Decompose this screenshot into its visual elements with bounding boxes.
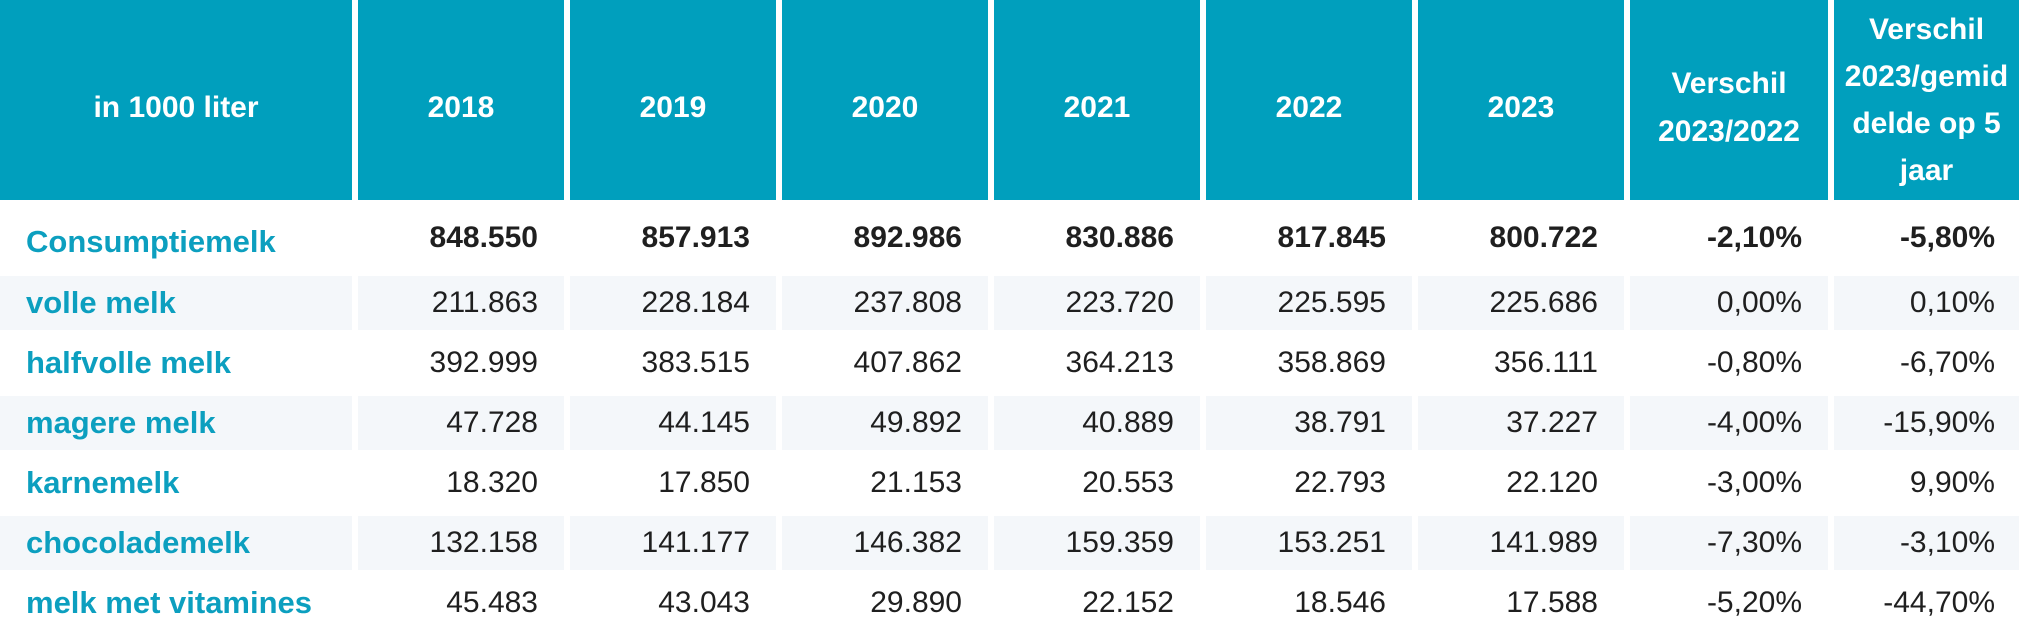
header-unit: in 1000 liter (0, 0, 352, 200)
cell-volume: 848.550 (358, 206, 564, 270)
cell-difference: -7,30% (1630, 516, 1828, 570)
cell-volume: 392.999 (358, 336, 564, 390)
cell-volume: 358.869 (1206, 336, 1412, 390)
cell-volume: 146.382 (782, 516, 988, 570)
header-diff-2023-avg-line-3: delde op 5 (1852, 107, 2001, 140)
row-label: chocolademelk (0, 516, 352, 570)
cell-difference: -3,10% (1834, 516, 2019, 570)
cell-difference: -2,10% (1630, 206, 1828, 270)
cell-volume: 45.483 (358, 576, 564, 630)
cell-volume: 17.850 (570, 456, 776, 510)
header-diff-2023-avg-line-4: jaar (1899, 154, 1954, 187)
cell-volume: 22.120 (1418, 456, 1624, 510)
cell-volume: 159.359 (994, 516, 1200, 570)
row-label: magere melk (0, 396, 352, 450)
cell-difference: 0,00% (1630, 276, 1828, 330)
cell-difference: -5,20% (1630, 576, 1828, 630)
cell-volume: 40.889 (994, 396, 1200, 450)
row-label: melk met vitamines (0, 576, 352, 630)
cell-volume: 141.177 (570, 516, 776, 570)
cell-volume: 857.913 (570, 206, 776, 270)
cell-volume: 20.553 (994, 456, 1200, 510)
header-diff-2023-2022: Verschil 2023/2022 (1630, 0, 1828, 200)
cell-volume: 225.595 (1206, 276, 1412, 330)
cell-difference: 9,90% (1834, 456, 2019, 510)
cell-volume: 44.145 (570, 396, 776, 450)
cell-volume: 817.845 (1206, 206, 1412, 270)
cell-difference: 0,10% (1834, 276, 2019, 330)
row-label: Consumptiemelk (0, 206, 352, 270)
cell-volume: 38.791 (1206, 396, 1412, 450)
cell-volume: 141.989 (1418, 516, 1624, 570)
cell-difference: -3,00% (1630, 456, 1828, 510)
cell-volume: 800.722 (1418, 206, 1624, 270)
cell-volume: 237.808 (782, 276, 988, 330)
header-year-2018: 2018 (358, 0, 564, 200)
cell-difference: -4,00% (1630, 396, 1828, 450)
table-row: karnemelk 18.320 17.850 21.153 20.553 22.793 2… (0, 456, 2019, 510)
cell-volume: 223.720 (994, 276, 1200, 330)
cell-volume: 43.043 (570, 576, 776, 630)
cell-volume: 383.515 (570, 336, 776, 390)
cell-difference: -6,70% (1834, 336, 2019, 390)
header-year-2022: 2022 (1206, 0, 1412, 200)
header-diff-2023-2022-line-1: Verschil (1671, 67, 1787, 100)
header-diff-2023-avg-line-1: Verschil (1868, 13, 1985, 46)
header-year-2021: 2021 (994, 0, 1200, 200)
header-year-2023: 2023 (1418, 0, 1624, 200)
header-year-2020: 2020 (782, 0, 988, 200)
cell-volume: 47.728 (358, 396, 564, 450)
row-label: halfvolle melk (0, 336, 352, 390)
table-body: Consumptiemelk 848.550 857.913 892.986 830.8… (0, 206, 2019, 630)
cell-volume: 892.986 (782, 206, 988, 270)
table-row: magere melk 47.728 44.145 49.892 40.889 38.79… (0, 396, 2019, 450)
cell-volume: 225.686 (1418, 276, 1624, 330)
cell-volume: 830.886 (994, 206, 1200, 270)
header-row: in 1000 liter 2018 2019 2020 2021 2022 2… (0, 0, 2019, 200)
row-label: karnemelk (0, 456, 352, 510)
cell-volume: 29.890 (782, 576, 988, 630)
cell-difference: -5,80% (1834, 206, 2019, 270)
cell-difference: -15,90% (1834, 396, 2019, 450)
table-row: chocolademelk 132.158 141.177 146.382 159.35… (0, 516, 2019, 570)
cell-volume: 211.863 (358, 276, 564, 330)
cell-volume: 22.152 (994, 576, 1200, 630)
cell-volume: 21.153 (782, 456, 988, 510)
table-row: halfvolle melk 392.999 383.515 407.862 364.2… (0, 336, 2019, 390)
table-row: volle melk 211.863 228.184 237.808 223.720 22… (0, 276, 2019, 330)
cell-volume: 22.793 (1206, 456, 1412, 510)
header-year-2019: 2019 (570, 0, 776, 200)
cell-volume: 407.862 (782, 336, 988, 390)
row-label: volle melk (0, 276, 352, 330)
header-diff-2023-2022-line-2: 2023/2022 (1658, 115, 1800, 148)
cell-volume: 18.546 (1206, 576, 1412, 630)
cell-volume: 37.227 (1418, 396, 1624, 450)
cell-volume: 228.184 (570, 276, 776, 330)
cell-volume: 17.588 (1418, 576, 1624, 630)
cell-volume: 132.158 (358, 516, 564, 570)
cell-volume: 364.213 (994, 336, 1200, 390)
table-row: melk met vitamines 45.483 43.043 29.890 22.1… (0, 576, 2019, 630)
cell-difference: -0,80% (1630, 336, 1828, 390)
header-diff-2023-avg-line-2: 2023/gemid (1844, 60, 2009, 93)
cell-volume: 356.111 (1418, 336, 1624, 390)
cell-volume: 18.320 (358, 456, 564, 510)
cell-difference: -44,70% (1834, 576, 2019, 630)
header-diff-2023-avg: Verschil 2023/gemid delde op 5 jaar (1834, 0, 2019, 200)
cell-volume: 49.892 (782, 396, 988, 450)
table-row-total: Consumptiemelk 848.550 857.913 892.986 830.8… (0, 206, 2019, 270)
milk-consumption-table-container: in 1000 liter 2018 2019 2020 2021 2022 2… (0, 0, 2019, 620)
cell-volume: 153.251 (1206, 516, 1412, 570)
